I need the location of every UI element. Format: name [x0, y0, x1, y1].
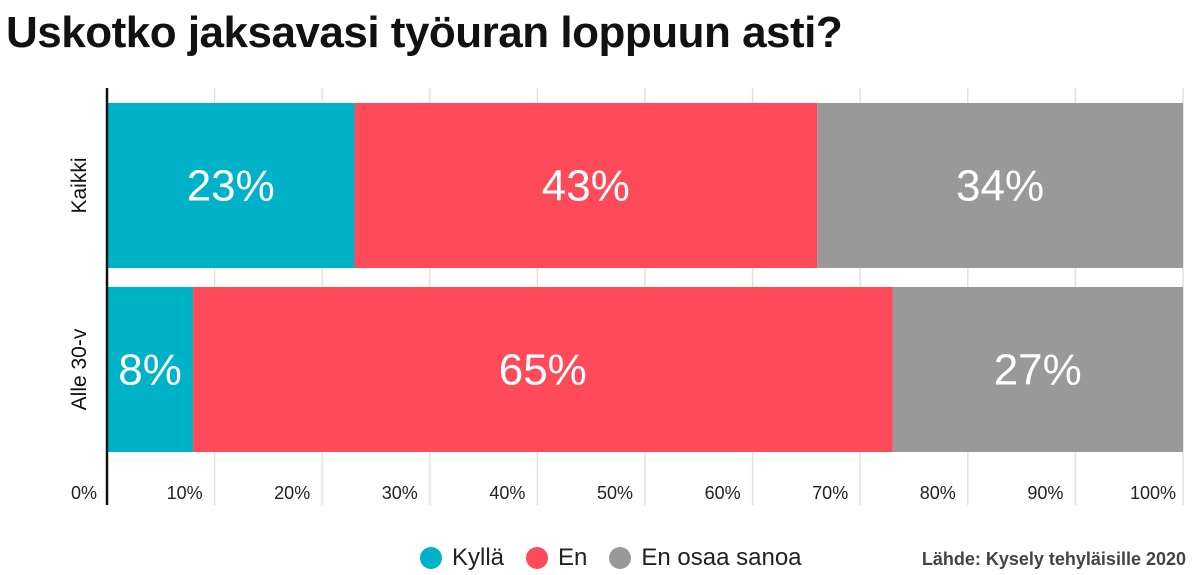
category-label: Alle 30-v	[68, 328, 91, 410]
x-tick-label: 60%	[705, 483, 741, 503]
bar-value-label: 34%	[956, 162, 1044, 211]
x-tick-label: 40%	[489, 483, 525, 503]
x-tick-label: 100%	[1130, 483, 1176, 503]
legend-swatch-kylla	[420, 547, 442, 569]
bar-value-label: 27%	[994, 346, 1082, 395]
bar-segment	[193, 287, 893, 452]
x-tick-label: 0%	[71, 483, 97, 503]
legend-label-en: En	[558, 544, 588, 571]
legend-item-en-osaa-sanoa: En osaa sanoa	[609, 544, 802, 572]
x-tick-label: 10%	[167, 483, 203, 503]
legend-label-en-osaa-sanoa: En osaa sanoa	[641, 544, 802, 571]
legend: Kyllä En En osaa sanoa	[420, 544, 824, 572]
x-tick-label: 90%	[1027, 483, 1063, 503]
bar-segment	[817, 103, 1183, 268]
bar-segment	[354, 103, 818, 268]
bar-segment	[892, 287, 1183, 452]
x-tick-label: 50%	[597, 483, 633, 503]
bar-segment	[107, 287, 194, 452]
legend-swatch-en	[526, 547, 549, 569]
bar-value-label: 65%	[499, 346, 587, 395]
x-tick-label: 80%	[920, 483, 956, 503]
legend-item-en: En	[526, 544, 587, 572]
bar-segment	[107, 103, 355, 268]
source-note: Lähde: Kysely tehyläisille 2020	[921, 549, 1186, 569]
bar-value-label: 8%	[118, 346, 182, 395]
x-tick-label: 20%	[274, 483, 310, 503]
chart-title: Uskotko jaksavasi työuran loppuun asti?	[6, 8, 843, 57]
legend-swatch-en-osaa-sanoa	[609, 547, 632, 569]
legend-item-kylla: Kyllä	[420, 544, 504, 572]
x-tick-label: 30%	[382, 483, 418, 503]
category-label: Kaikki	[68, 157, 91, 213]
legend-label-kylla: Kyllä	[452, 544, 505, 571]
bar-value-label: 43%	[542, 162, 630, 211]
bar-value-label: 23%	[187, 162, 275, 211]
x-tick-label: 70%	[812, 483, 848, 503]
